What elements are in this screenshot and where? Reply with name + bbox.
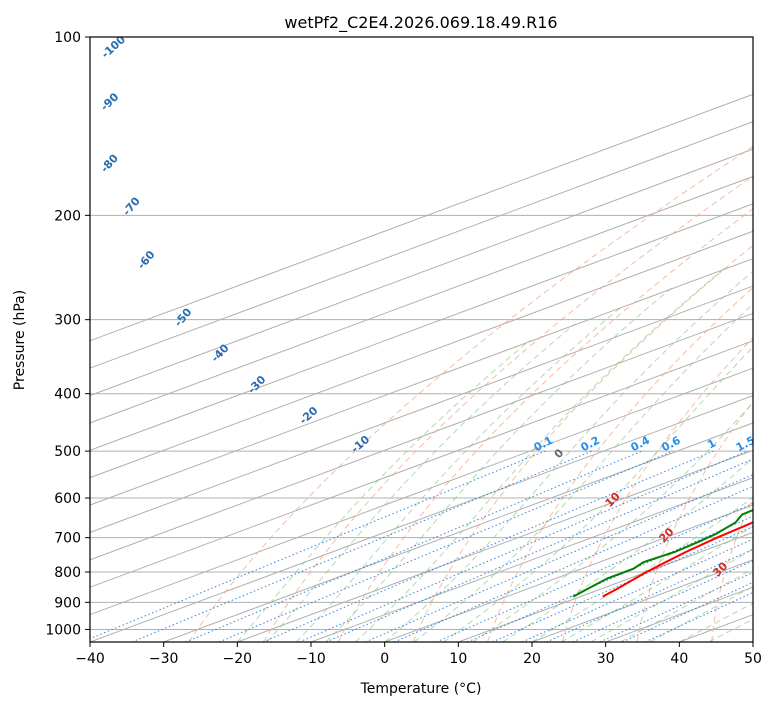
y-tick-label: 100	[54, 30, 81, 46]
y-tick-label: 300	[54, 313, 81, 329]
y-tick-label: 1000	[45, 622, 81, 638]
chart-title: wetPf2_C2E4.2026.069.18.49.R16	[284, 13, 557, 33]
x-tick-label: −40	[75, 651, 105, 667]
y-tick-label: 200	[54, 208, 81, 224]
x-tick-label: −30	[149, 651, 179, 667]
x-tick-label: 30	[597, 651, 615, 667]
x-tick-label: 50	[744, 651, 762, 667]
chart-background	[0, 0, 775, 708]
x-tick-label: 20	[523, 651, 541, 667]
y-tick-label: 700	[54, 531, 81, 547]
x-tick-label: −10	[296, 651, 326, 667]
x-tick-label: 0	[380, 651, 389, 667]
x-axis-title: Temperature (°C)	[360, 681, 482, 697]
y-tick-label: 900	[54, 595, 81, 611]
y-axis-title: Pressure (hPa)	[12, 290, 28, 390]
x-tick-label: 40	[670, 651, 688, 667]
y-tick-label: 400	[54, 387, 81, 403]
y-tick-label: 500	[54, 444, 81, 460]
x-tick-label: −20	[223, 651, 253, 667]
x-tick-label: 10	[449, 651, 467, 667]
skewt-chart: wetPf2_C2E4.2026.069.18.49.R16 -100-90-8…	[0, 0, 775, 708]
y-tick-label: 800	[54, 565, 81, 581]
y-tick-label: 600	[54, 491, 81, 507]
